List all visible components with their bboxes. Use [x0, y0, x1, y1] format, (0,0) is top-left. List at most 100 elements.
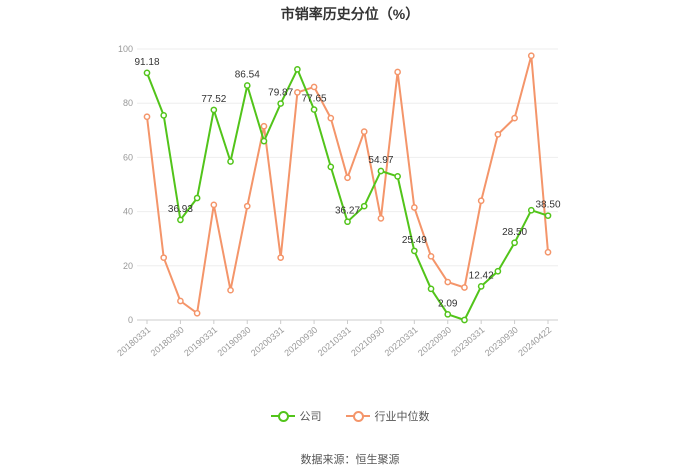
y-axis: 0 20 40 60 80 100	[118, 44, 133, 325]
data-point	[177, 297, 184, 305]
data-point	[444, 310, 452, 318]
data-point	[344, 218, 351, 226]
data-label: 25.49	[402, 235, 427, 246]
data-point	[511, 239, 518, 247]
data-point	[477, 282, 485, 290]
legend-label-industry-median: 行业中位数	[374, 411, 430, 423]
x-tick-label: 20220331	[383, 325, 420, 358]
data-point	[310, 106, 318, 113]
data-point	[427, 285, 435, 293]
series-layer	[143, 52, 552, 324]
x-tick-label: 20210331	[316, 325, 353, 358]
x-tick-label: 20220930	[416, 325, 453, 358]
y-tick-label: 80	[123, 98, 133, 108]
data-point	[327, 163, 335, 171]
data-point	[477, 197, 485, 205]
x-tick-label: 20190331	[182, 325, 219, 358]
data-label: 86.54	[235, 69, 260, 80]
data-point	[360, 128, 368, 136]
data-point	[294, 65, 301, 73]
data-point	[277, 254, 285, 262]
data-label: 77.52	[201, 94, 226, 105]
legend-swatch-company	[270, 410, 295, 422]
data-point	[410, 204, 418, 211]
data-label: 28.50	[502, 227, 527, 238]
chart-title: 市销率历史分位（%）	[280, 6, 420, 22]
legend-dot-industry-median	[352, 411, 364, 422]
data-point	[294, 89, 301, 96]
data-point	[143, 69, 151, 77]
data-point	[544, 248, 552, 256]
x-axis: 2018033120180930201903312019093020200331…	[115, 320, 553, 358]
data-label-layer: 91.18 36.93 77.52 86.54 79.87 77.65 36.27 54.97…	[134, 57, 560, 309]
data-point	[227, 286, 234, 294]
x-tick-label: 20190930	[215, 325, 252, 358]
data-point	[394, 68, 401, 76]
x-tick-label: 20210930	[349, 325, 386, 358]
data-point	[327, 114, 335, 122]
data-point	[344, 174, 351, 182]
x-tick-label: 20240422	[516, 325, 553, 358]
data-point	[461, 316, 468, 324]
data-point	[160, 254, 168, 262]
data-point	[444, 278, 452, 286]
data-point	[227, 158, 234, 165]
y-tick-label: 20	[123, 261, 133, 271]
y-tick-label: 40	[123, 207, 133, 217]
data-point	[193, 194, 201, 202]
data-point	[177, 216, 184, 224]
data-label: 2.09	[438, 298, 458, 309]
data-point	[394, 173, 401, 180]
data-label: 38.50	[535, 200, 560, 211]
data-point	[193, 309, 201, 317]
x-tick-label: 20200331	[249, 325, 286, 358]
data-point	[494, 131, 502, 138]
data-point	[310, 83, 318, 91]
legend-label-company: 公司	[299, 411, 322, 423]
data-point	[160, 112, 168, 119]
legend-item-industry-median[interactable]: 行业中位数	[345, 408, 430, 424]
series-industry-median	[143, 52, 552, 317]
data-point	[143, 113, 151, 121]
legend: 公司 行业中位数	[0, 408, 700, 424]
y-tick-label: 100	[118, 44, 133, 54]
data-point	[243, 82, 251, 89]
y-tick-label: 0	[128, 315, 133, 325]
data-label: 54.97	[368, 155, 393, 166]
data-point	[210, 201, 218, 209]
x-tick-label: 20180331	[115, 325, 152, 358]
legend-swatch-industry-median	[345, 410, 370, 422]
data-point	[527, 206, 535, 214]
data-point	[461, 284, 468, 291]
data-label: 36.27	[335, 206, 360, 217]
source-note: 数据来源：恒生聚源	[300, 454, 400, 466]
y-tick-label: 60	[123, 152, 133, 162]
data-label: 12.42	[469, 270, 494, 281]
data-point	[210, 106, 218, 114]
data-point	[494, 267, 502, 275]
data-point	[243, 202, 251, 210]
data-point	[377, 167, 385, 175]
data-point	[511, 114, 518, 122]
data-point	[260, 122, 268, 130]
data-point	[360, 202, 368, 210]
data-point	[277, 100, 285, 107]
data-label: 36.93	[168, 204, 193, 215]
x-tick-label: 20230331	[449, 325, 486, 358]
data-label: 79.87	[268, 88, 293, 99]
series-line	[146, 68, 549, 321]
data-point	[527, 52, 535, 60]
legend-dot-company	[277, 411, 289, 422]
series-company	[143, 65, 552, 324]
data-point	[377, 215, 385, 222]
x-tick-label: 20180930	[149, 325, 186, 358]
data-point	[427, 252, 435, 260]
data-label: 91.18	[134, 57, 159, 68]
data-point	[260, 137, 268, 145]
legend-item-company[interactable]: 公司	[270, 408, 322, 424]
data-point	[410, 247, 418, 255]
x-tick-label: 20200930	[282, 325, 319, 358]
data-label: 77.65	[302, 94, 327, 105]
x-tick-label: 20230930	[483, 325, 520, 358]
